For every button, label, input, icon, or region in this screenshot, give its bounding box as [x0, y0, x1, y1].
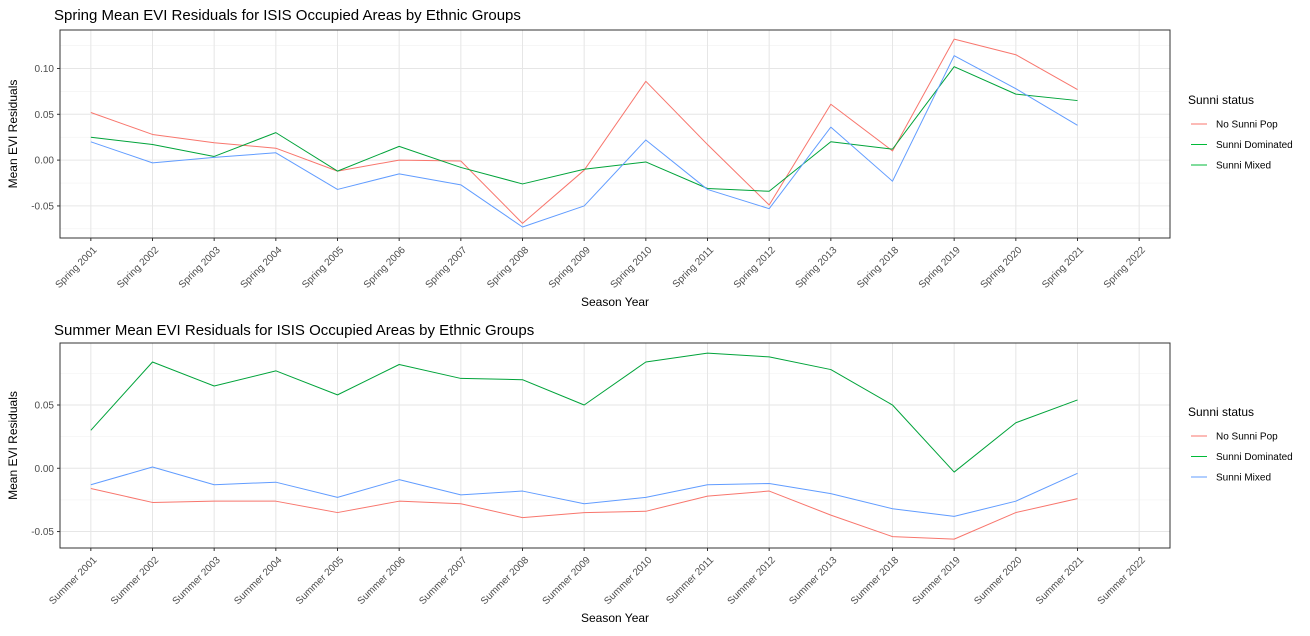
- x-tick-label: Summer 2005: [294, 555, 346, 607]
- x-tick-label: Spring 2010: [609, 245, 655, 291]
- legend-title: Sunni status: [1188, 93, 1254, 107]
- x-tick-label: Spring 2009: [547, 245, 593, 291]
- legend: Sunni status No Sunni Pop Sunni Dominated S…: [1188, 93, 1293, 172]
- x-tick-label: Summer 2004: [232, 555, 284, 607]
- plot-area: [60, 343, 1170, 548]
- x-tick-label: Summer 2012: [726, 555, 778, 607]
- y-axis-label: Mean EVI Residuals: [6, 80, 20, 189]
- y-tick-label: 0.00: [35, 156, 55, 167]
- legend-label: No Sunni Pop: [1216, 120, 1278, 131]
- x-tick-label: Summer 2019: [911, 555, 963, 607]
- y-tick-label: 0.05: [35, 401, 55, 412]
- x-tick-label: Spring 2002: [115, 245, 161, 291]
- y-tick-label: -0.05: [31, 527, 54, 538]
- x-tick-label: Summer 2009: [541, 555, 593, 607]
- plot-border: [59, 29, 1171, 239]
- x-tick-label: Summer 2018: [849, 555, 901, 607]
- x-tick-label: Summer 2021: [1034, 555, 1086, 607]
- legend-title: Sunni status: [1188, 405, 1254, 419]
- series-no-sunni-pop-line: [90, 38, 1078, 224]
- x-axis-label: Season Year: [581, 611, 649, 625]
- y-tick-label: 0.05: [35, 110, 55, 121]
- x-tick-label: Spring 2018: [855, 245, 901, 291]
- x-tick-label: Spring 2022: [1102, 245, 1148, 291]
- x-tick-label: Summer 2002: [109, 555, 161, 607]
- legend-label: Sunni Mixed: [1216, 473, 1271, 484]
- x-tick-label: Summer 2011: [664, 555, 716, 607]
- x-tick-label: Spring 2020: [979, 245, 1025, 291]
- x-tick-label: Summer 2003: [171, 555, 223, 607]
- x-tick-label: Summer 2020: [972, 555, 1024, 607]
- series-no-sunni-pop-line: [90, 488, 1078, 540]
- x-tick-label: Spring 2012: [732, 245, 778, 291]
- series-sunni-dominated-line: [90, 352, 1078, 473]
- x-tick-label: Spring 2004: [239, 245, 285, 291]
- y-axis-label: Mean EVI Residuals: [6, 391, 20, 500]
- x-tick-label: Spring 2011: [671, 245, 717, 291]
- chart-title: Summer Mean EVI Residuals for ISIS Occup…: [54, 322, 534, 339]
- x-tick-label: Spring 2003: [177, 245, 223, 291]
- plot-border: [59, 342, 1171, 549]
- x-tick-label: Spring 2021: [1040, 245, 1086, 291]
- legend-label: Sunni Dominated: [1216, 452, 1293, 463]
- y-tick-label: 0.00: [35, 464, 55, 475]
- x-tick-label: Spring 2008: [485, 245, 531, 291]
- x-axis-label: Season Year: [581, 295, 649, 309]
- x-tick-label: Spring 2007: [424, 245, 470, 291]
- chart-panel-spring: -0.05 0.00 0.05 0.10 Spring 2001 Spring 2002 S…: [6, 7, 1293, 309]
- legend-label: Sunni Mixed: [1216, 161, 1271, 172]
- y-tick-label: -0.05: [31, 201, 54, 212]
- x-tick-label: Summer 2022: [1096, 555, 1148, 607]
- series-sunni-mixed-line: [90, 466, 1078, 517]
- x-tick-label: Spring 2005: [300, 245, 346, 291]
- legend-label: No Sunni Pop: [1216, 432, 1278, 443]
- x-tick-label: Summer 2008: [479, 555, 531, 607]
- chart-title: Spring Mean EVI Residuals for ISIS Occup…: [54, 7, 521, 24]
- x-tick-label: Summer 2006: [356, 555, 408, 607]
- x-tick-label: Summer 2001: [47, 555, 99, 607]
- legend-label: Sunni Dominated: [1216, 140, 1293, 151]
- y-tick-label: 0.10: [35, 64, 55, 75]
- x-tick-label: Summer 2013: [787, 555, 839, 607]
- x-tick-label: Spring 2019: [917, 245, 963, 291]
- x-tick-label: Spring 2006: [362, 245, 408, 291]
- x-tick-label: Spring 2013: [794, 245, 840, 291]
- x-tick-label: Spring 2001: [54, 245, 100, 291]
- x-tick-label: Summer 2010: [602, 555, 654, 607]
- plot-area: [60, 30, 1170, 238]
- x-tick-label: Summer 2007: [417, 555, 469, 607]
- series-sunni-dominated-line: [90, 66, 1078, 192]
- legend: Sunni status No Sunni Pop Sunni Dominated S…: [1188, 405, 1293, 484]
- series-sunni-mixed-line: [90, 55, 1078, 228]
